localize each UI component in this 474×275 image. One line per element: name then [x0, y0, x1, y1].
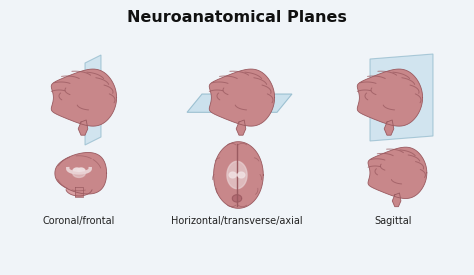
Polygon shape: [78, 120, 88, 135]
Polygon shape: [236, 120, 246, 135]
Polygon shape: [85, 55, 101, 145]
Text: Neuroanatomical Planes: Neuroanatomical Planes: [127, 10, 347, 24]
Polygon shape: [73, 169, 85, 177]
Text: Coronal/frontal: Coronal/frontal: [43, 216, 115, 226]
Polygon shape: [75, 187, 83, 197]
Text: Horizontal/transverse/axial: Horizontal/transverse/axial: [171, 216, 303, 226]
Polygon shape: [357, 69, 423, 126]
Polygon shape: [392, 193, 401, 207]
Polygon shape: [384, 120, 394, 135]
Polygon shape: [187, 94, 292, 112]
Polygon shape: [368, 147, 427, 199]
Polygon shape: [370, 54, 433, 141]
Polygon shape: [77, 168, 85, 172]
Polygon shape: [238, 172, 245, 178]
Polygon shape: [214, 142, 263, 208]
Polygon shape: [227, 161, 247, 189]
Polygon shape: [55, 153, 107, 194]
Text: Sagittal: Sagittal: [374, 216, 412, 226]
Polygon shape: [51, 69, 117, 126]
Polygon shape: [232, 195, 242, 202]
Polygon shape: [73, 168, 81, 172]
Polygon shape: [66, 187, 92, 196]
Polygon shape: [229, 172, 236, 178]
Polygon shape: [209, 69, 274, 126]
